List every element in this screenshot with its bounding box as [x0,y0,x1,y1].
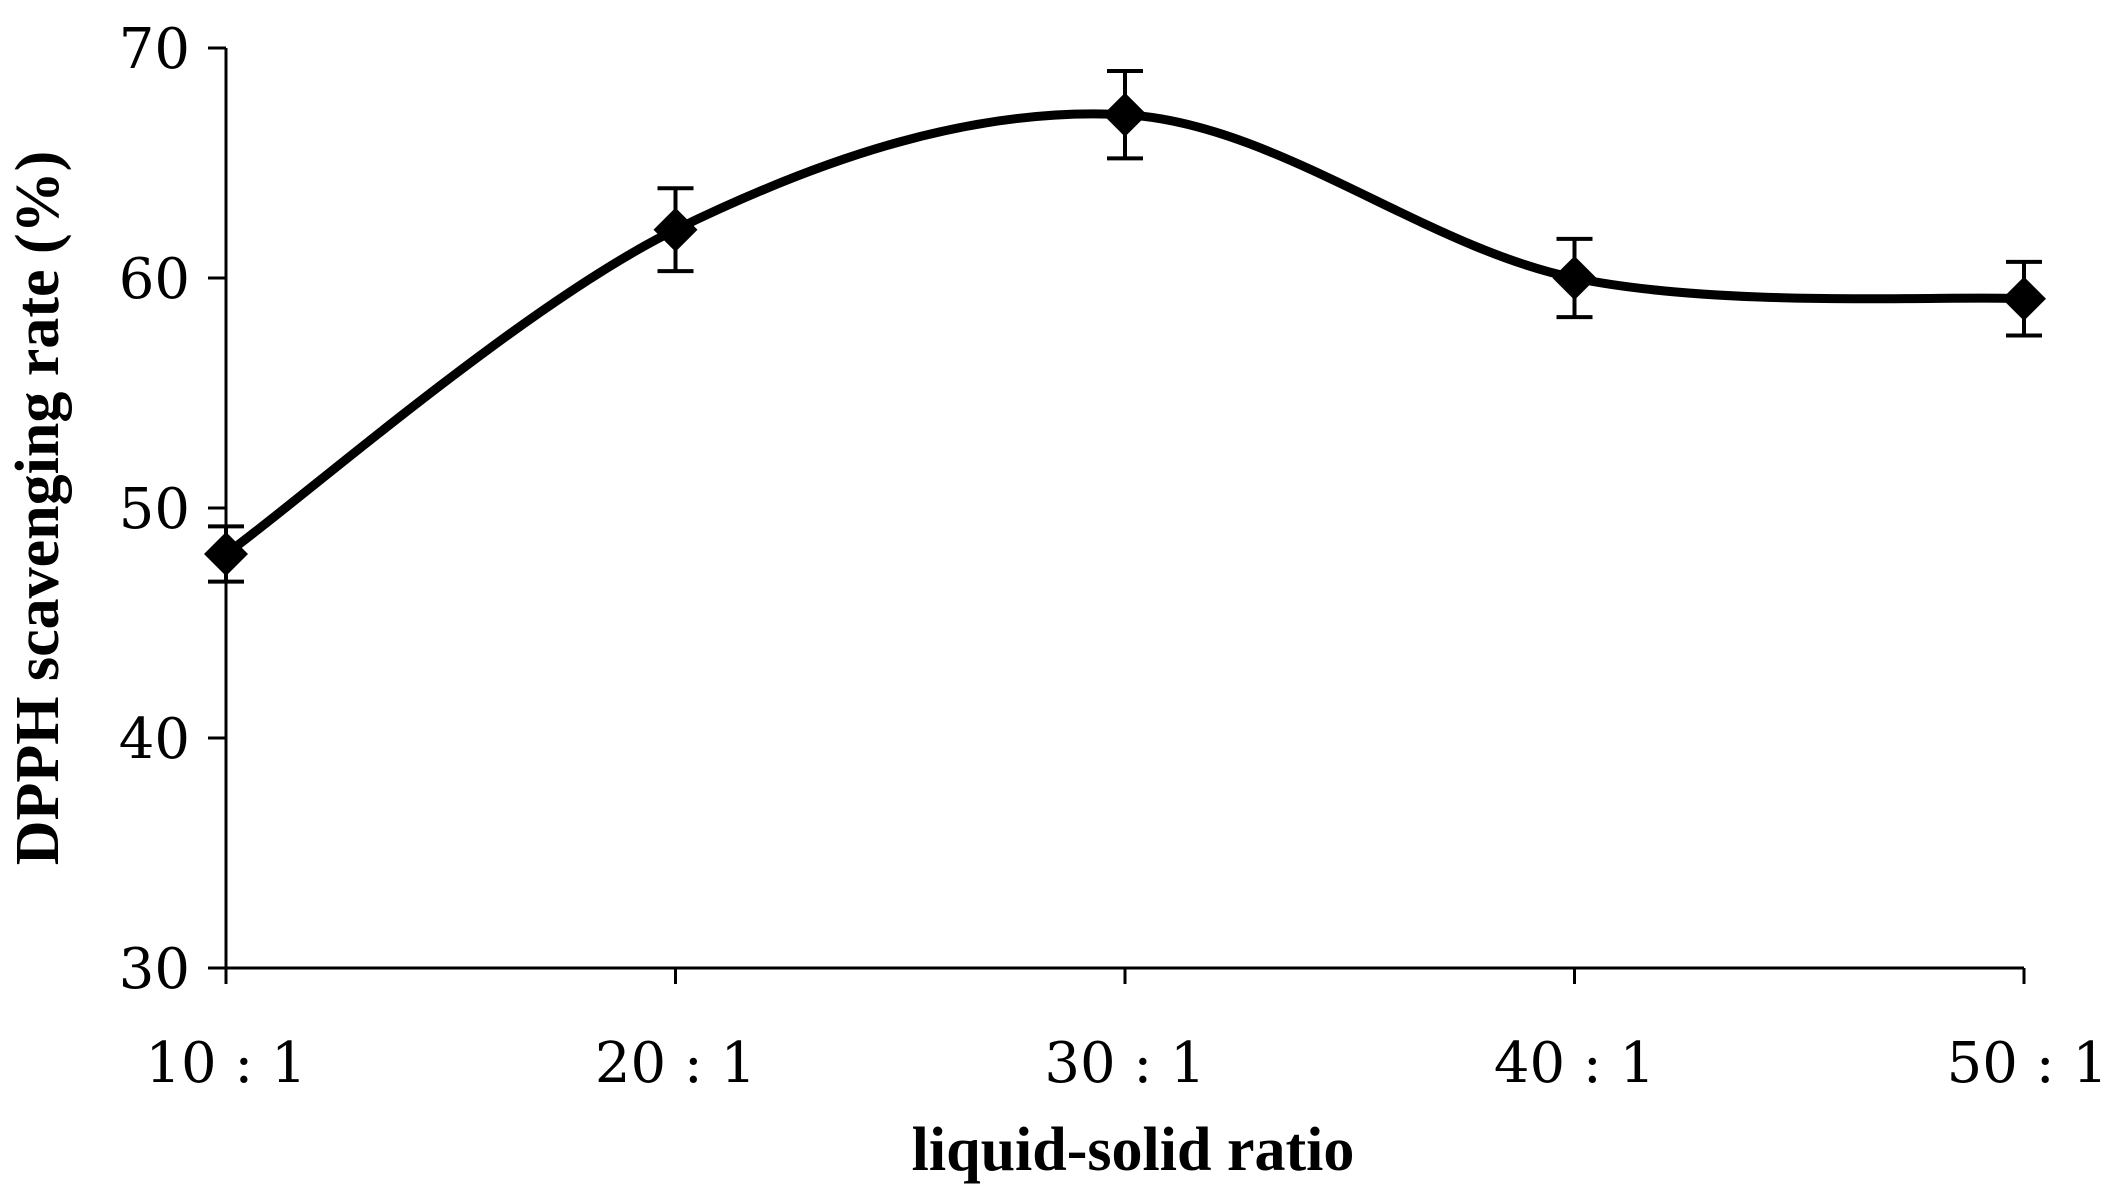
data-point [1103,92,1147,137]
error-bars [208,69,2042,584]
x-tick-label: 10 : 1 [145,1031,306,1096]
y-axis-ticks: 30 40 50 60 70 [119,17,226,1002]
data-point [204,532,248,576]
y-tick-label: 60 [119,247,190,312]
y-tick-label: 40 [119,707,190,772]
y-tick-label: 50 [119,477,190,542]
data-point [1552,256,1597,300]
y-tick-label: 70 [119,17,190,82]
y-tick-label: 30 [119,937,190,1002]
x-tick-label: 50 : 1 [1947,1031,2108,1096]
series-line [221,109,2029,559]
data-point [2002,276,2046,321]
x-tick-label: 20 : 1 [595,1031,756,1096]
y-axis-title: DPPH scavenging rate (%) [4,151,72,866]
data-points [204,92,2046,576]
data-point [653,207,698,252]
x-tick-label: 40 : 1 [1494,1031,1655,1096]
x-axis-title: liquid-solid ratio [912,1116,1355,1184]
x-axis-ticks: 10 : 1 20 : 1 30 : 1 40 : 1 50 : 1 [145,968,2108,1096]
x-tick-label: 30 : 1 [1044,1031,1205,1096]
